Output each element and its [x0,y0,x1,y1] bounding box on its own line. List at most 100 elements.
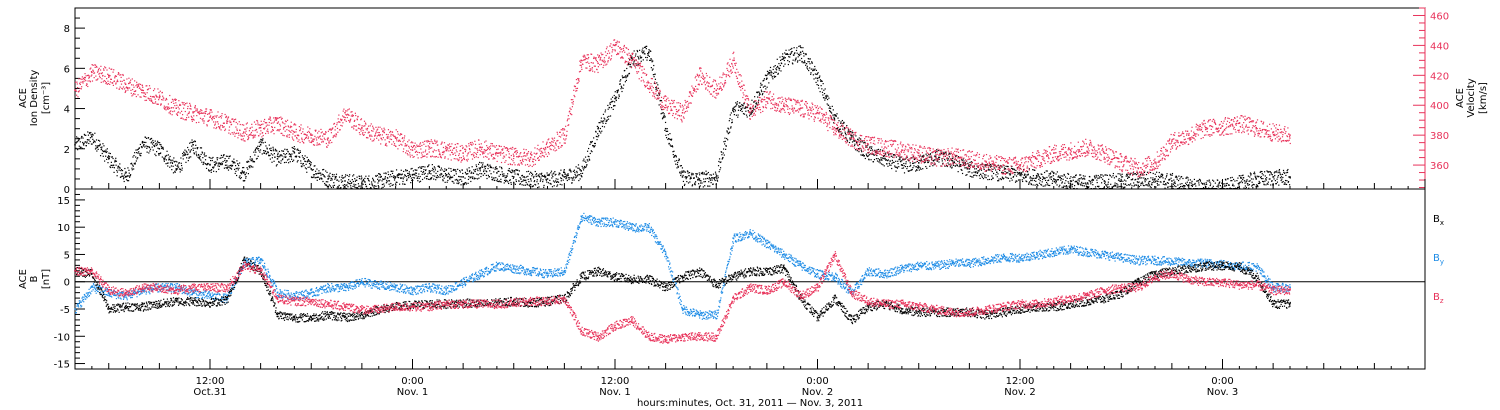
velocity-series-sample [276,118,278,120]
density-series-sample [429,172,431,174]
density-series-sample [1250,178,1253,180]
density-series-sample [122,175,124,177]
density-series-sample [715,173,717,175]
density-series-sample [583,165,586,168]
velocity-series-sample [419,143,421,145]
density-series-sample [665,134,667,136]
density-series-sample [81,147,83,149]
velocity-series-sample [421,156,424,158]
velocity-series-sample [399,140,401,142]
density-series-sample [1018,172,1020,174]
density-series-sample [458,182,460,184]
density-series-sample [1124,186,1126,188]
density-series-sample [993,164,995,166]
velocity-series-sample [174,98,176,100]
density-series-sample [475,164,477,166]
velocity-series-sample [361,128,363,130]
density-series-sample [939,156,941,158]
density-series-sample [250,166,253,168]
density-series-sample [223,167,226,169]
density-series-sample [681,171,683,173]
density-series-sample [716,179,718,181]
density-series-sample [194,140,196,142]
velocity-series-sample [167,103,170,105]
density-series-sample [841,119,843,122]
density-series-sample [864,157,866,160]
density-series-sample [1164,187,1166,189]
density-series-sample [1015,180,1017,182]
density-series-sample [267,152,269,154]
density-series-sample [134,162,136,164]
density-series-sample [1249,176,1251,178]
density-series-point [1238,182,1241,184]
density-series-sample [770,72,772,74]
velocity-series-sample [114,76,116,78]
density-series-sample [1096,185,1099,188]
density-series-sample [526,184,529,186]
density-series-sample [524,176,526,179]
density-series-sample [100,148,103,150]
velocity-series-sample [270,122,272,124]
density-series-sample [823,89,825,91]
density-series-sample [168,159,170,161]
velocity-series-sample [429,147,431,149]
velocity-series-sample [119,80,122,82]
density-series-sample [140,155,142,157]
density-series-sample [205,155,207,157]
velocity-series-sample [77,96,79,98]
density-series-sample [790,51,793,53]
density-series-sample [603,117,605,119]
density-series-sample [649,59,651,62]
density-series-sample [1281,181,1283,183]
density-series-sample [1037,184,1039,187]
density-series-sample [633,50,635,52]
density-series-sample [154,153,156,155]
density-series-sample [434,175,436,177]
density-series-sample [1221,187,1223,189]
density-series-sample [834,119,836,121]
density-series-sample [1175,176,1178,178]
density-series-sample [969,171,971,173]
velocity-series-sample [127,82,130,85]
density-series-sample [348,182,350,185]
density-series-sample [1015,175,1018,177]
density-series-sample [830,117,832,119]
density-series-sample [1271,180,1273,182]
density-series-sample [1204,184,1206,186]
density-series-sample [1161,176,1163,178]
density-series-sample [167,165,169,167]
density-series-sample [908,170,911,172]
density-series-sample [476,178,479,180]
density-series-sample [950,164,952,166]
velocity-series-sample [272,129,274,132]
density-series-sample [266,152,268,155]
density-series-sample [1208,180,1210,182]
density-series-sample [567,175,569,177]
density-series-sample [579,169,581,171]
density-series-sample [674,154,676,157]
density-series-sample [143,141,146,143]
density-series-sample [763,78,766,80]
velocity-series-sample [346,114,348,116]
density-series-sample [217,157,219,159]
density-series-sample [380,176,382,178]
density-series-sample [812,70,814,72]
density-series-sample [1014,181,1017,183]
density-series-sample [282,150,285,152]
density-series-sample [687,172,689,174]
velocity-series-sample [237,137,239,139]
velocity-series-sample [208,113,210,115]
density-series-sample [1048,173,1050,175]
velocity-series-sample [389,138,391,140]
density-series-sample [120,170,122,172]
density-series-sample [1094,186,1097,188]
density-series-sample [1257,182,1260,185]
density-series-sample [75,147,77,149]
density-series-sample [896,167,899,169]
density-series-sample [591,151,593,153]
density-series-sample [1030,183,1032,186]
velocity-series-sample [445,150,447,152]
density-series-sample [345,184,347,186]
density-series-sample [456,179,458,181]
density-series-sample [797,56,799,58]
